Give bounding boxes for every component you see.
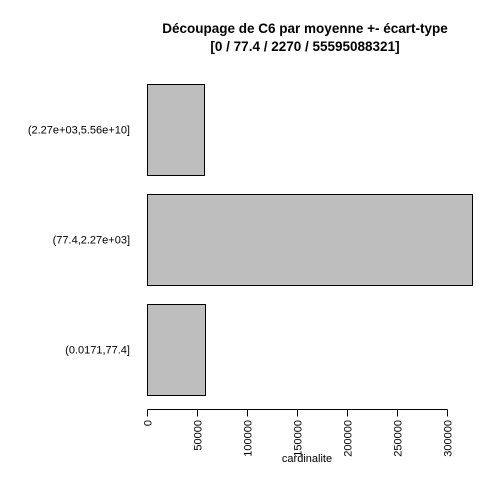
x-tick-label: 50000: [193, 420, 205, 451]
bars: [147, 84, 473, 396]
bar: [147, 84, 205, 176]
bar: [147, 194, 473, 286]
x-tick-label: 100000: [243, 420, 255, 457]
chart-subtitle: [0 / 77.4 / 2270 / 55595088321]: [210, 39, 399, 54]
x-tick-label: 300000: [443, 420, 455, 457]
x-axis: 0 50000 100000 150000 200000 250000 300000: [143, 409, 455, 457]
y-tick-label: (2.27e+03,5.56e+10]: [28, 125, 130, 137]
x-tick-label: 0: [143, 420, 155, 426]
bar: [147, 304, 206, 396]
x-tick-label: 150000: [293, 420, 305, 457]
y-tick-label: (0.0171,77.4]: [65, 345, 130, 357]
x-tick-label: 200000: [343, 420, 355, 457]
chart-title: Découpage de C6 par moyenne +- écart-typ…: [162, 21, 448, 36]
y-tick-label: (77.4,2.27e+03]: [53, 235, 130, 247]
x-axis-label: cardinalite: [282, 453, 332, 465]
x-tick-label: 250000: [393, 420, 405, 457]
y-axis-labels: (0.0171,77.4] (77.4,2.27e+03] (2.27e+03,5.…: [28, 125, 130, 357]
